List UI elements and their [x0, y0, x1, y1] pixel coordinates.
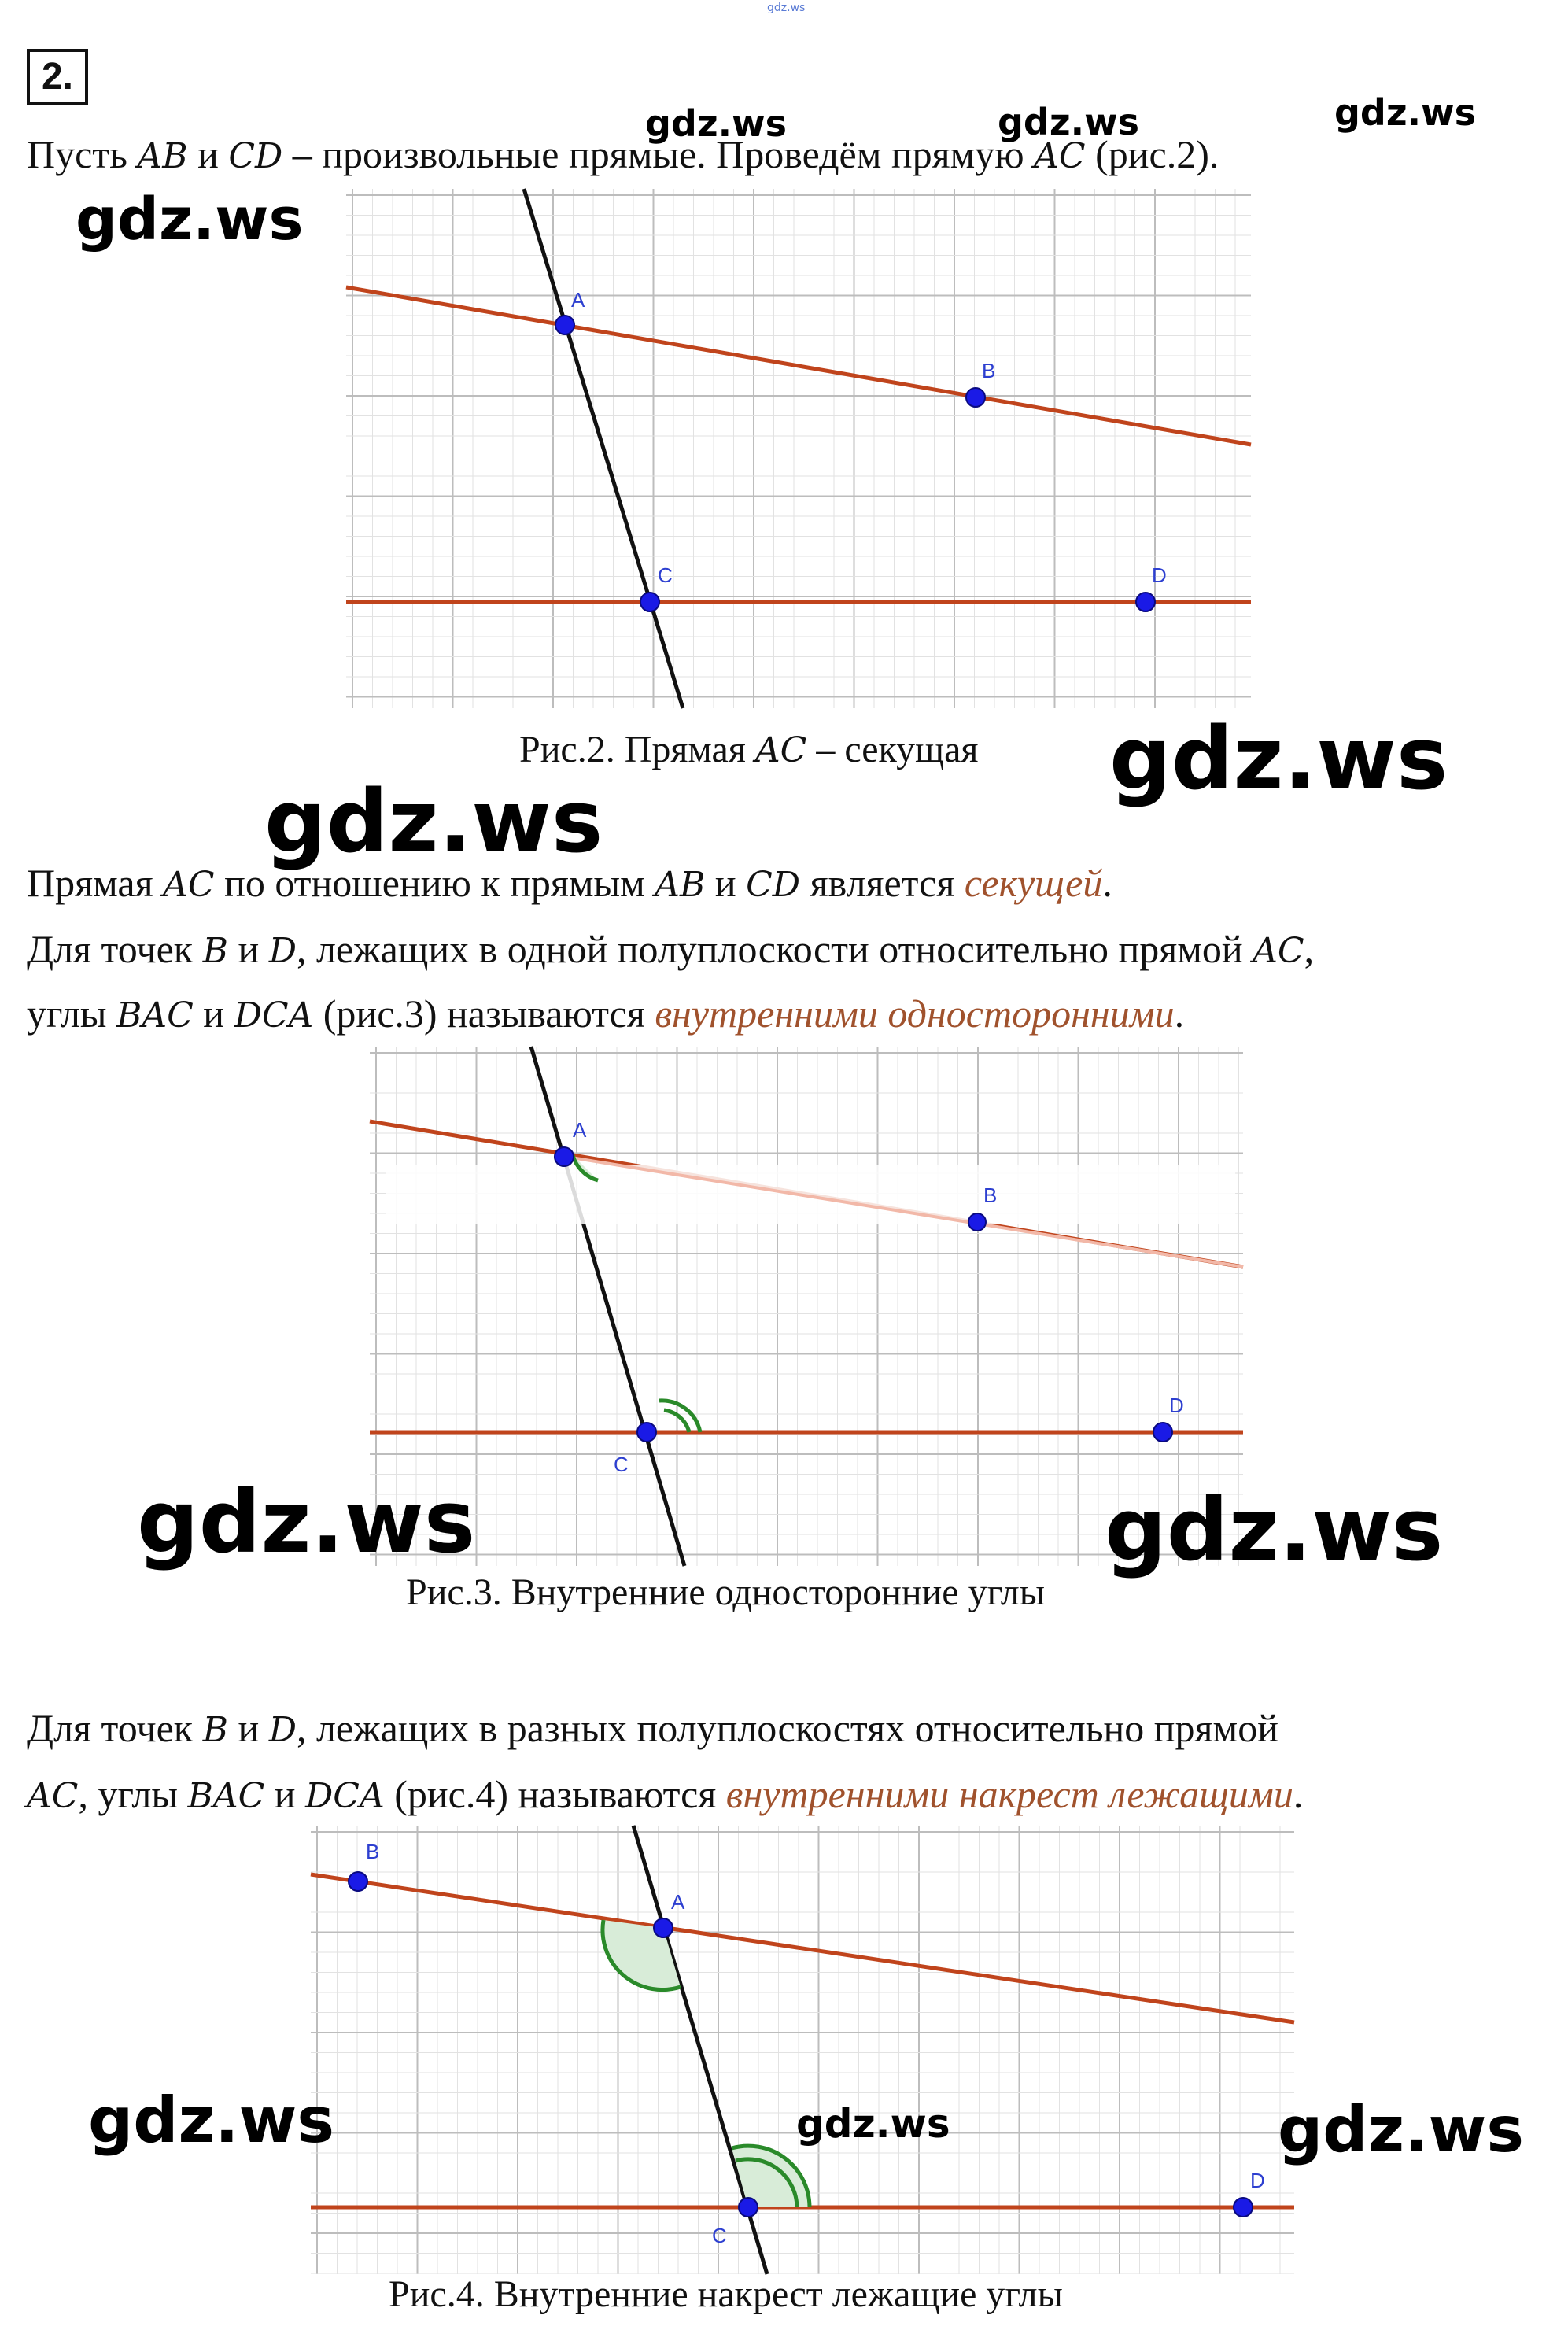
same-side-text-1: Для точек B и D, лежащих в одной полупло…: [27, 927, 1315, 971]
label-a: A: [573, 1118, 587, 1142]
label-a: A: [671, 1890, 685, 1914]
figure-4-diagram: B A C D: [310, 1825, 1295, 2275]
watermark: gdz.ws: [1109, 708, 1448, 809]
point-c: [640, 592, 660, 612]
watermark: gdz.ws: [264, 771, 603, 872]
angle-dca-outer: [659, 1398, 703, 1433]
grid: [346, 189, 1251, 708]
label-c: C: [712, 2224, 727, 2247]
label-b: B: [983, 1183, 997, 1207]
figure-3-caption: Рис.3. Внутренние односторонние углы: [406, 1571, 1046, 1613]
point-a: [653, 1918, 673, 1938]
term-interior-same-side: внутренними односторонними: [655, 991, 1175, 1036]
alternate-text-1: Для точек B и D, лежащих в разных полупл…: [27, 1706, 1278, 1750]
watermark: gdz.ws: [76, 186, 304, 253]
point-d: [1233, 2197, 1253, 2217]
label-d: D: [1250, 2169, 1265, 2192]
angle-dca-fill: [732, 2146, 810, 2207]
line-ab-faded: [566, 1155, 1244, 1268]
point-a: [555, 315, 575, 335]
header-watermark: gdz.ws: [767, 2, 806, 14]
line-ac: [522, 188, 685, 709]
term-secant: секущей: [964, 861, 1103, 905]
angle-bac: [600, 1919, 681, 1992]
intro-paragraph: Пусть AB и CD – произвольные прямые. Про…: [27, 132, 1219, 176]
point-d: [1135, 592, 1156, 612]
watermark: gdz.ws: [137, 1471, 476, 1572]
line-ab: [310, 1872, 1295, 2025]
problem-number: 2.: [27, 49, 88, 105]
watermark: gdz.ws: [796, 2101, 950, 2147]
point-b: [348, 1871, 368, 1892]
angle-dca-inner: [735, 2157, 799, 2208]
watermark: gdz.ws: [1105, 1479, 1444, 1580]
label-b: B: [366, 1840, 379, 1863]
grid: [311, 1826, 1294, 2274]
watermark: gdz.ws: [88, 2084, 335, 2157]
line-ab: [345, 285, 1252, 447]
point-d: [1153, 1422, 1173, 1442]
figure-4-caption: Рис.4. Внутренние накрест лежащие углы: [389, 2273, 1063, 2315]
label-c: C: [658, 563, 673, 587]
point-c: [738, 2197, 758, 2217]
point-c: [636, 1422, 657, 1442]
label-b: B: [982, 359, 995, 382]
label-a: A: [571, 288, 585, 312]
figure-2-diagram: A B C D: [345, 188, 1252, 709]
watermark: gdz.ws: [1278, 2093, 1525, 2166]
figure-3-diagram: A B C D: [369, 1046, 1244, 1567]
watermark: gdz.ws: [1334, 91, 1476, 134]
alternate-text-2: AC, углы BAC и DCA (рис.4) называются вн…: [27, 1772, 1304, 1816]
label-d: D: [1169, 1394, 1184, 1417]
term-alternate-interior: внутренними накрест лежащими: [725, 1772, 1293, 1816]
angle-dca-outer: [731, 2143, 812, 2208]
point-b: [965, 387, 986, 408]
watermark: gdz.ws: [645, 102, 787, 145]
figure-2-caption: Рис.2. Прямая AC – секущая: [519, 729, 979, 770]
point-a: [554, 1146, 574, 1167]
label-c: C: [614, 1453, 629, 1476]
line-ac: [529, 1046, 687, 1567]
watermark: gdz.ws: [998, 101, 1139, 143]
angle-dca-inner: [663, 1408, 692, 1433]
white-smear: [386, 1165, 1235, 1224]
point-b: [968, 1213, 987, 1231]
label-d: D: [1152, 563, 1167, 587]
secant-definition: Прямая AC по отношению к прямым AB и CD …: [27, 861, 1112, 905]
same-side-text-2: углы BAC и DCA (рис.3) называются внутре…: [27, 991, 1185, 1036]
